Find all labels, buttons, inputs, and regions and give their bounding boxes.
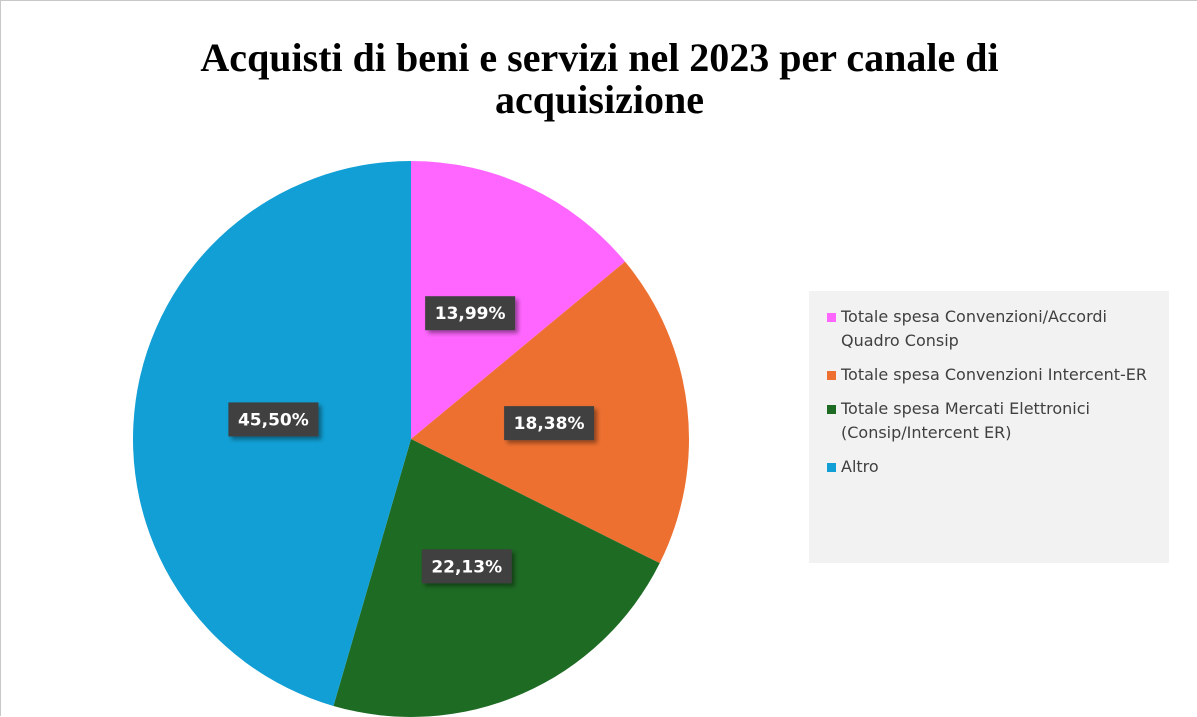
legend-label: Totale spesa Mercati Elettronici (Consip… [841, 399, 1090, 442]
data-label-box [425, 296, 516, 331]
data-label: 22,13% [431, 557, 502, 577]
legend-item: Altro [827, 455, 1151, 479]
legend-item: Totale spesa Mercati Elettronici (Consip… [827, 397, 1151, 445]
data-label: 13,99% [435, 304, 506, 324]
legend-label: Totale spesa Convenzioni/Accordi Quadro … [841, 307, 1107, 350]
legend-swatch [827, 405, 836, 414]
data-label-box [504, 406, 595, 441]
legend-label: Totale spesa Convenzioni Intercent-ER [841, 365, 1147, 384]
legend-swatch [827, 313, 836, 322]
data-label: 18,38% [514, 414, 585, 434]
legend-item: Totale spesa Convenzioni Intercent-ER [827, 363, 1151, 387]
data-label-box [228, 402, 319, 437]
title-box: Acquisti di beni e servizi nel 2023 per … [1, 37, 1197, 121]
legend-label: Altro [841, 457, 879, 476]
data-label: 45,50% [238, 410, 309, 430]
legend-item: Totale spesa Convenzioni/Accordi Quadro … [827, 305, 1151, 353]
legend-swatch [827, 371, 836, 380]
pie-slice [411, 161, 626, 439]
legend: Totale spesa Convenzioni/Accordi Quadro … [809, 291, 1169, 563]
chart-title: Acquisti di beni e servizi nel 2023 per … [200, 35, 999, 122]
legend-swatch [827, 463, 836, 472]
data-label-box [421, 549, 512, 584]
